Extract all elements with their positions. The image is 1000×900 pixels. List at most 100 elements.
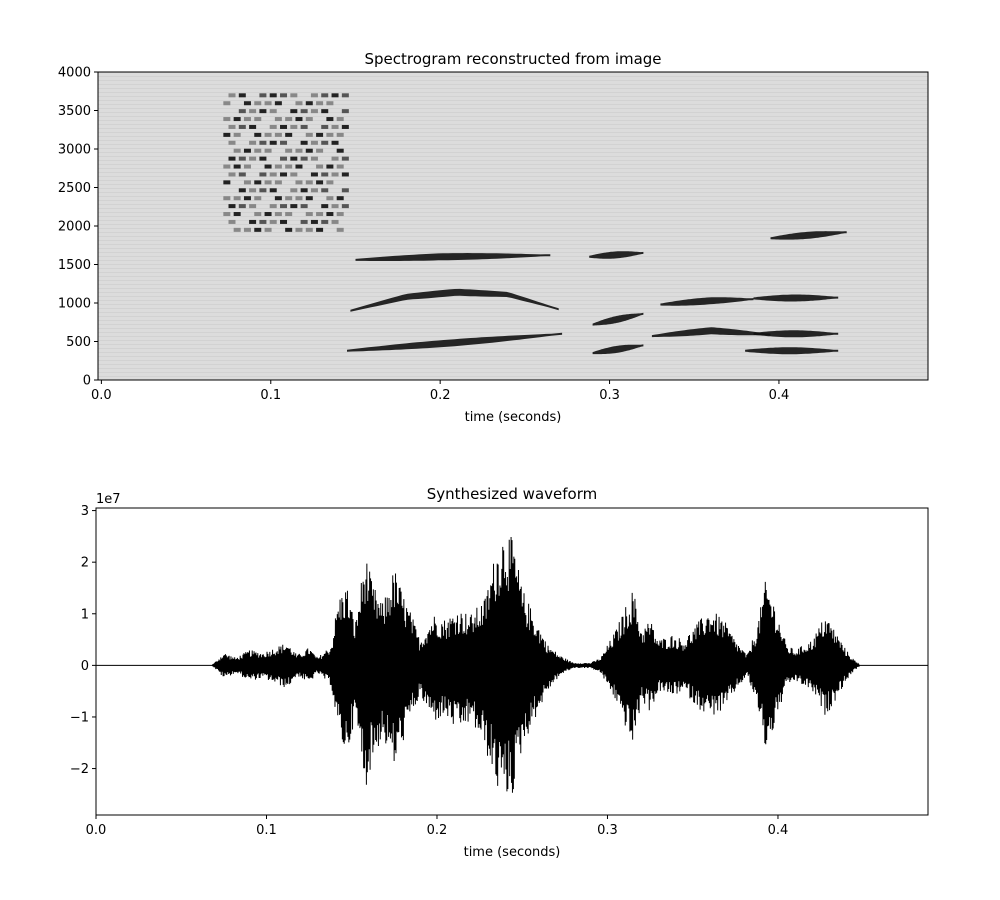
noise-cell	[243, 101, 251, 106]
noise-cell	[331, 93, 339, 98]
x-tick-label: 0.0	[91, 388, 112, 403]
noise-cell	[316, 212, 324, 217]
noise-cell	[269, 109, 277, 114]
noise-cell	[331, 219, 339, 224]
noise-cell	[316, 227, 324, 232]
y-tick-label: 3	[81, 504, 89, 519]
x-tick-label: 0.0	[86, 823, 107, 838]
noise-cell	[233, 117, 241, 122]
noise-cell	[305, 132, 313, 137]
noise-cell	[238, 124, 246, 129]
noise-cell	[223, 196, 231, 201]
noise-cell	[228, 172, 236, 177]
spectrogram-x-ticks: 0.0 0.1 0.2 0.3 0.4	[91, 380, 789, 403]
noise-cell	[316, 180, 324, 185]
noise-cell	[223, 180, 231, 185]
noise-cell	[285, 117, 293, 122]
noise-cell	[341, 93, 349, 98]
noise-cell	[274, 212, 282, 217]
noise-cell	[249, 140, 257, 145]
noise-cell	[321, 140, 329, 145]
noise-cell	[280, 124, 288, 129]
noise-cell	[305, 180, 313, 185]
noise-cell	[290, 93, 298, 98]
x-tick-label: 0.1	[260, 388, 281, 403]
y-tick-label: 3500	[58, 104, 91, 119]
spectrogram-title: Spectrogram reconstructed from image	[364, 50, 661, 68]
formant-track	[651, 327, 771, 338]
noise-cell	[310, 109, 318, 114]
y-tick-label: 3000	[58, 143, 91, 158]
noise-cell	[310, 140, 318, 145]
noise-cell	[285, 227, 293, 232]
noise-cell	[336, 164, 344, 169]
noise-cell	[259, 109, 267, 114]
noise-cell	[238, 172, 246, 177]
y-tick-label: 2	[81, 556, 89, 571]
noise-cell	[264, 227, 272, 232]
noise-cell	[336, 117, 344, 122]
x-tick-label: 0.3	[599, 388, 620, 403]
noise-cell	[326, 196, 334, 201]
waveform-title: Synthesized waveform	[427, 485, 597, 503]
noise-cell	[274, 101, 282, 106]
noise-cell	[321, 204, 329, 209]
noise-cell	[264, 212, 272, 217]
noise-cell	[249, 204, 257, 209]
noise-cell	[305, 227, 313, 232]
formant-track	[350, 288, 559, 312]
spectrogram-y-ticks: 0 500 1000 1500 2000 2500 3000 3500 4000	[58, 66, 98, 389]
noise-cell	[336, 227, 344, 232]
waveform-y-ticks: −2 −1 0 1 2 3	[70, 504, 96, 777]
noise-cell	[254, 101, 262, 106]
noise-cell	[269, 93, 277, 98]
y-tick-label: 4000	[58, 66, 91, 81]
noise-cell	[310, 93, 318, 98]
noise-cell	[285, 196, 293, 201]
noise-cell	[290, 172, 298, 177]
x-tick-label: 0.4	[769, 388, 790, 403]
formant-track	[745, 347, 839, 355]
noise-cell	[269, 188, 277, 193]
noise-cell	[274, 196, 282, 201]
noise-cell	[259, 172, 267, 177]
noise-cell	[331, 124, 339, 129]
noise-cell	[223, 132, 231, 137]
noise-cell	[285, 212, 293, 217]
waveform-x-ticks: 0.0 0.1 0.2 0.3 0.4	[86, 815, 788, 838]
noise-cell	[254, 117, 262, 122]
waveform-plot-frame	[95, 507, 929, 816]
noise-cell	[259, 219, 267, 224]
formant-track	[770, 231, 847, 240]
y-tick-label: 1500	[58, 258, 91, 273]
noise-cell	[280, 140, 288, 145]
noise-cell	[290, 124, 298, 129]
noise-cell	[228, 140, 236, 145]
noise-cell	[305, 148, 313, 153]
noise-cell	[341, 204, 349, 209]
noise-cell	[285, 132, 293, 137]
noise-cell	[316, 132, 324, 137]
noise-cell	[259, 140, 267, 145]
noise-cell	[264, 180, 272, 185]
noise-cell	[249, 219, 257, 224]
noise-cell	[336, 148, 344, 153]
noise-cell	[228, 156, 236, 161]
noise-cell	[300, 204, 308, 209]
noise-cell	[238, 188, 246, 193]
noise-cell	[300, 156, 308, 161]
noise-cell	[243, 196, 251, 201]
noise-cell	[254, 212, 262, 217]
noise-cell	[243, 227, 251, 232]
noise-cell	[280, 219, 288, 224]
noise-cell	[326, 117, 334, 122]
noise-cell	[316, 101, 324, 106]
noise-cell	[331, 172, 339, 177]
noise-cell	[243, 148, 251, 153]
noise-cell	[238, 93, 246, 98]
formant-track	[347, 332, 563, 352]
noise-cell	[233, 196, 241, 201]
noise-cell	[326, 180, 334, 185]
noise-cell	[274, 132, 282, 137]
